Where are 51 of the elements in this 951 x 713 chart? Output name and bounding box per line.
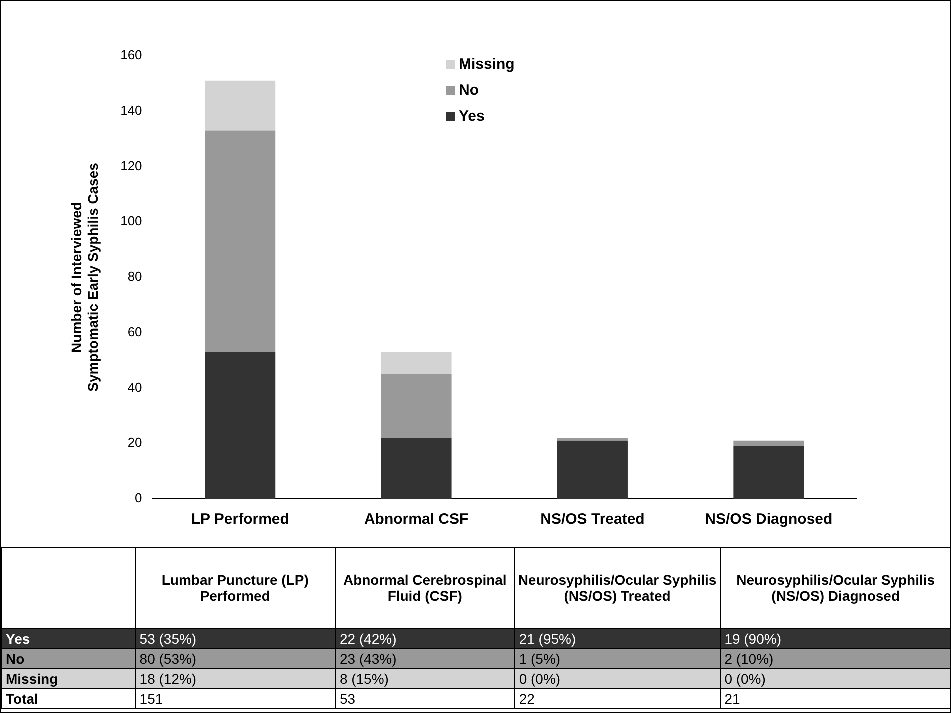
x-tick-label: NS/OS Diagnosed — [705, 511, 833, 528]
text: Yes — [6, 630, 30, 646]
data-label: 53 (35%) — [135, 628, 336, 648]
text: 151 — [135, 688, 336, 708]
y-tick-label: 100 — [120, 214, 142, 229]
data-label: 2 (10%) — [720, 648, 951, 668]
text: Lumbar Puncture (LP) Performed — [135, 548, 336, 628]
data-label: 22 (42%) — [335, 628, 515, 648]
legend-label: No — [458, 80, 480, 100]
bar — [381, 438, 452, 499]
text: Total — [2, 688, 136, 708]
y-tick-label: 80 — [128, 269, 142, 284]
y-tick-label: 20 — [128, 435, 142, 450]
bar — [734, 446, 804, 499]
y-tick-label: 60 — [128, 324, 142, 340]
bar — [205, 352, 276, 499]
bar — [205, 80, 276, 131]
bar — [558, 438, 628, 441]
data-label: 0 (0%) — [720, 668, 951, 688]
text: 53 — [335, 688, 515, 708]
x-tick-label: LP Performed — [191, 511, 290, 528]
bar — [205, 130, 276, 352]
data-label: 23 (43%) — [335, 648, 515, 668]
data-label: 1 (5%) — [514, 648, 720, 668]
text: No — [6, 650, 25, 666]
y-tick-label: 40 — [128, 380, 142, 395]
data-label: 21 (95%) — [514, 628, 720, 648]
data-label: 80 (53%) — [135, 648, 336, 668]
text: Neurosyphilis/Ocular Syphilis (NS/OS) Diagnosed — [720, 548, 951, 628]
bar — [558, 440, 628, 499]
bar — [734, 440, 804, 446]
y-tick-label: 160 — [120, 48, 142, 63]
data-label: 18 (12%) — [135, 668, 336, 688]
legend-label: Yes — [458, 106, 486, 126]
text: Abnormal Cerebrospinal Fluid (CSF) — [335, 548, 515, 628]
y-tick-label: 0 — [135, 490, 142, 506]
text: 22 — [514, 688, 720, 708]
text: Neurosyphilis/Ocular Syphilis (NS/OS) Treated — [514, 548, 720, 628]
data-label: 8 (15%) — [335, 668, 515, 688]
data-label: 19 (90%) — [720, 628, 951, 648]
y-tick-label: 140 — [120, 102, 142, 118]
text: 21 — [720, 688, 951, 708]
bar — [381, 352, 452, 374]
data-label: 0 (0%) — [514, 668, 720, 688]
y-axis-title: Number of Interviewed Symptomatic Early Syphilis Cases — [68, 162, 102, 392]
x-tick-label: NS/OS Treated — [540, 511, 645, 528]
bar — [381, 374, 452, 438]
y-tick-label: 120 — [120, 158, 142, 174]
x-tick-label: Abnormal CSF — [364, 511, 469, 528]
legend-label: Missing — [458, 54, 515, 74]
text: Missing — [6, 670, 58, 686]
